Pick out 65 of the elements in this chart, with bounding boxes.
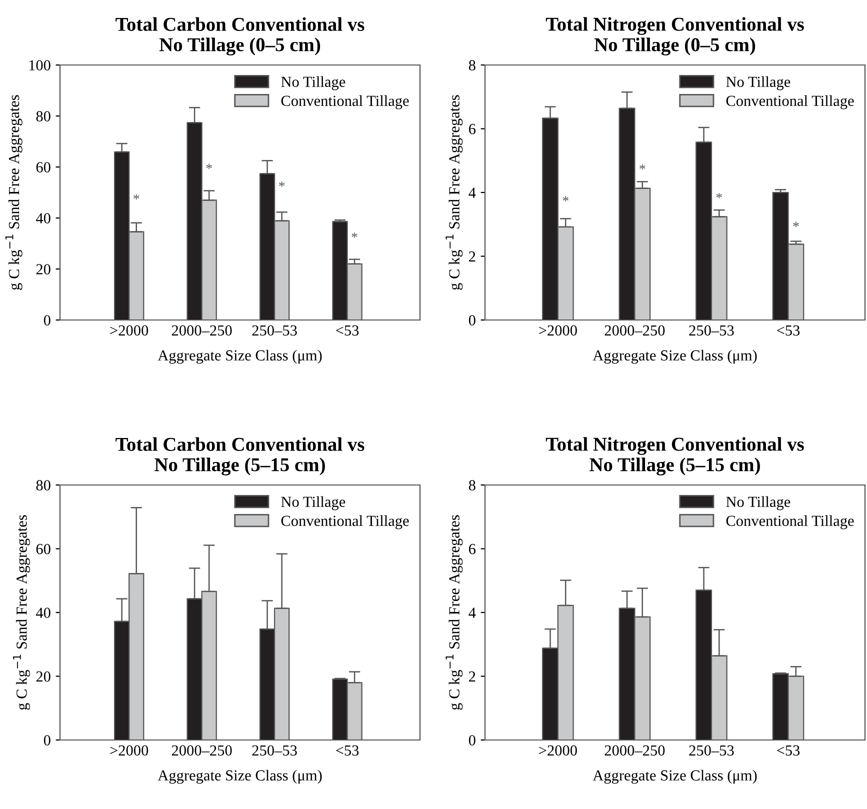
y-tick-label: 0 [44,315,50,326]
annotation: * [279,182,285,187]
y-tick-label: 20 [36,671,50,682]
annotation: * [562,196,568,202]
annotation: * [134,194,140,200]
y-tick-label: 80 [36,111,50,122]
legend-label: No Tillage [281,496,346,510]
y-tick-label: 20 [36,264,50,274]
chart-title: Total Carbon Conventional vs No Tillage (5–15 cm) [116,437,364,476]
x-tick-label: <53 [336,745,359,756]
x-tick-label: >2000 [110,745,148,756]
legend-label: Conventional Tillage [726,515,854,530]
annotation: * [716,193,722,198]
legend-label: No Tillage [726,76,790,90]
x-tick-label: 2000–250 [172,745,232,756]
x-tick-label: 250–53 [689,325,734,336]
annotation: * [640,164,646,170]
x-tick-label: <53 [336,325,359,336]
y-axis-title: g C kg$^{−1}$ Sand Free Aggregates [5,95,22,290]
y-tick-label: 40 [36,213,50,224]
y-tick-label: 6 [468,124,476,134]
legend-label: No Tillage [281,76,346,90]
y-axis-title: g C kg$^{−1}$ Sand Free Aggregates [446,95,463,290]
y-tick-label: 2 [469,251,476,262]
y-tick-label: 60 [36,544,50,554]
y-tick-label: 8 [468,60,476,70]
x-tick-label: 2000–250 [604,745,665,756]
chart-title: Total Carbon Conventional vs No Tillage (0–5 cm) [116,17,364,56]
chart-title: Total Nitrogen Conventional vs No Tillage (0–5 cm) [546,17,804,56]
annotation: * [793,222,799,227]
legend-label: Conventional Tillage [726,95,854,110]
y-tick-label: 40 [36,608,50,618]
y-axis-title: g C kg$^{−1}$ Sand Free Aggregates [446,515,463,710]
chart-title: Total Nitrogen Conventional vs No Tillage (5–15 cm) [546,437,804,476]
y-tick-label: 4 [468,608,476,618]
y-tick-label: 0 [44,735,50,746]
y-tick-label: 60 [36,162,50,172]
y-axis-title: g C kg$^{−1}$ Sand Free Aggregates [13,515,30,710]
x-tick-label: <53 [777,745,800,756]
y-tick-label: 0 [468,315,476,326]
y-tick-label: 8 [468,480,476,490]
x-tick-label: 2000–250 [604,325,665,336]
y-tick-label: 100 [29,60,50,70]
x-tick-label: >2000 [110,325,148,336]
annotation: * [352,232,358,238]
x-tick-label: >2000 [539,745,577,756]
x-tick-label: 250–53 [689,745,734,756]
x-tick-label: 250–53 [252,325,297,336]
x-tick-label: >2000 [539,325,577,336]
legend-label: Conventional Tillage [281,515,409,530]
y-tick-label: 0 [468,735,476,746]
x-axis-title: Aggregate Size Class (μm) [592,350,757,364]
y-tick-label: 80 [36,480,50,490]
x-axis-title: Aggregate Size Class (μm) [158,770,322,784]
annotation: * [206,164,212,169]
x-tick-label: 2000–250 [172,325,232,336]
legend-label: No Tillage [726,496,790,510]
x-tick-label: 250–53 [252,745,297,756]
y-tick-label: 6 [468,544,476,554]
x-axis-title: Aggregate Size Class (μm) [592,770,757,784]
y-tick-label: 2 [469,671,476,682]
x-axis-title: Aggregate Size Class (μm) [158,350,322,364]
y-tick-label: 4 [468,188,476,198]
x-tick-label: <53 [777,325,800,336]
legend-label: Conventional Tillage [281,95,409,110]
